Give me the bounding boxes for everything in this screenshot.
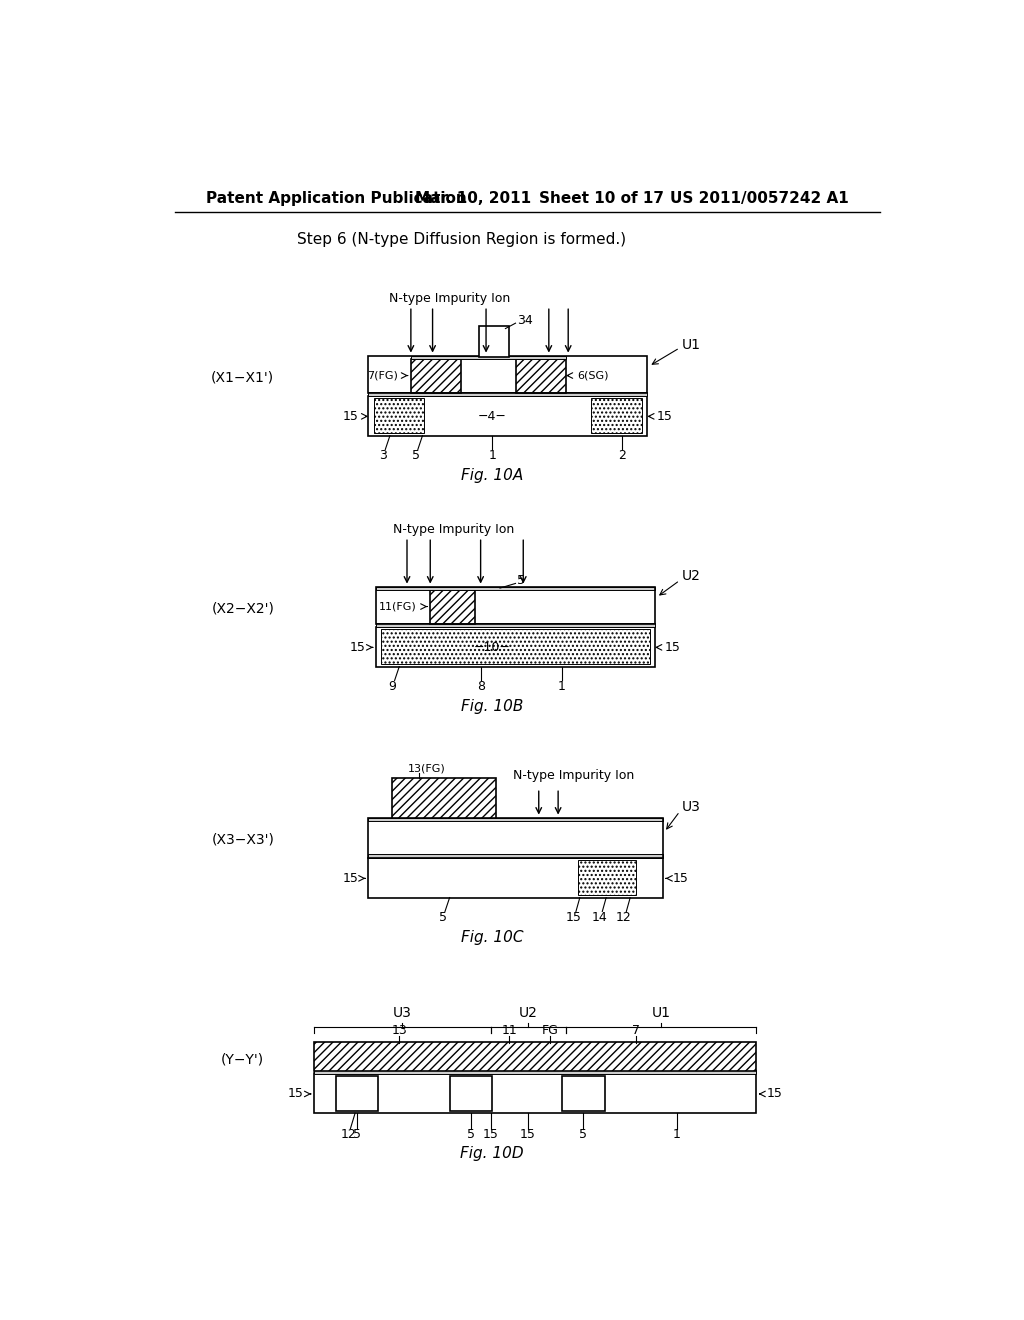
Bar bbox=[314, 1043, 756, 1071]
Text: 15: 15 bbox=[565, 911, 582, 924]
Text: US 2011/0057242 A1: US 2011/0057242 A1 bbox=[671, 191, 849, 206]
Text: 15: 15 bbox=[350, 640, 366, 653]
Bar bbox=[391, 779, 496, 818]
Text: 6(SG): 6(SG) bbox=[578, 371, 609, 380]
Bar bbox=[381, 628, 649, 664]
Text: 15: 15 bbox=[342, 871, 358, 884]
Bar bbox=[369, 355, 647, 393]
Text: Patent Application Publication: Patent Application Publication bbox=[206, 191, 466, 206]
Bar bbox=[430, 590, 475, 624]
Bar bbox=[369, 396, 647, 436]
Bar bbox=[479, 326, 509, 358]
Bar bbox=[411, 355, 566, 359]
Bar bbox=[592, 397, 642, 433]
Text: 12: 12 bbox=[616, 911, 632, 924]
Text: N-type Impurity Ion: N-type Impurity Ion bbox=[513, 770, 634, 783]
Text: 15: 15 bbox=[343, 409, 359, 422]
Text: Mar. 10, 2011: Mar. 10, 2011 bbox=[415, 191, 530, 206]
Text: FG: FG bbox=[542, 1024, 559, 1038]
Text: 8: 8 bbox=[476, 680, 484, 693]
Text: N-type Impurity Ion: N-type Impurity Ion bbox=[389, 292, 510, 305]
Text: 13(FG): 13(FG) bbox=[408, 763, 445, 774]
Text: 5: 5 bbox=[467, 1129, 475, 1142]
Bar bbox=[374, 397, 424, 433]
Text: 12: 12 bbox=[340, 1129, 356, 1142]
Bar bbox=[411, 359, 461, 393]
Text: U1: U1 bbox=[651, 1006, 671, 1020]
Text: 11(FG): 11(FG) bbox=[379, 602, 417, 611]
Bar bbox=[369, 817, 663, 858]
Text: Fig. 10B: Fig. 10B bbox=[461, 700, 523, 714]
Text: (X1−X1'): (X1−X1') bbox=[211, 371, 274, 385]
Text: 15: 15 bbox=[665, 640, 680, 653]
Text: (X3−X3'): (X3−X3') bbox=[211, 833, 274, 847]
Text: −4−: −4− bbox=[478, 409, 507, 422]
Text: 15: 15 bbox=[673, 871, 689, 884]
Text: 11: 11 bbox=[502, 1024, 517, 1038]
Text: U2: U2 bbox=[519, 1006, 538, 1020]
Text: 5: 5 bbox=[353, 1129, 361, 1142]
Text: 15: 15 bbox=[520, 1129, 536, 1142]
Text: Fig. 10C: Fig. 10C bbox=[461, 931, 523, 945]
Bar bbox=[515, 359, 566, 393]
Text: 7(FG): 7(FG) bbox=[367, 371, 397, 380]
Text: −10−: −10− bbox=[474, 640, 511, 653]
Text: Step 6 (N-type Diffusion Region is formed.): Step 6 (N-type Diffusion Region is forme… bbox=[297, 232, 626, 247]
Bar bbox=[376, 627, 655, 667]
Bar bbox=[336, 1076, 378, 1111]
Text: 5: 5 bbox=[579, 1129, 587, 1142]
Bar bbox=[376, 623, 655, 627]
Bar bbox=[376, 586, 655, 624]
Text: (Y−Y'): (Y−Y') bbox=[221, 1052, 264, 1067]
Text: 7: 7 bbox=[632, 1024, 640, 1038]
Text: 9: 9 bbox=[388, 680, 396, 693]
Bar bbox=[369, 392, 647, 396]
Text: 13: 13 bbox=[391, 1024, 408, 1038]
Text: U1: U1 bbox=[682, 338, 701, 351]
Text: 15: 15 bbox=[288, 1088, 304, 1101]
Text: 1: 1 bbox=[488, 449, 497, 462]
Text: 1: 1 bbox=[673, 1129, 681, 1142]
Text: (X2−X2'): (X2−X2') bbox=[211, 602, 274, 616]
Text: U3: U3 bbox=[682, 800, 701, 813]
Text: 5: 5 bbox=[438, 911, 446, 924]
Text: Fig. 10A: Fig. 10A bbox=[461, 469, 523, 483]
Bar bbox=[369, 858, 663, 898]
Text: 1: 1 bbox=[558, 680, 566, 693]
Text: Fig. 10D: Fig. 10D bbox=[461, 1146, 524, 1160]
Bar bbox=[562, 1076, 604, 1111]
Text: N-type Impurity Ion: N-type Impurity Ion bbox=[393, 523, 514, 536]
Text: U2: U2 bbox=[682, 569, 701, 582]
Text: 3: 3 bbox=[379, 449, 387, 462]
Text: 5: 5 bbox=[517, 574, 525, 587]
Text: 15: 15 bbox=[482, 1129, 499, 1142]
Text: 14: 14 bbox=[592, 911, 608, 924]
Bar bbox=[314, 1071, 756, 1074]
Bar bbox=[450, 1076, 493, 1111]
Bar bbox=[578, 859, 636, 895]
Bar bbox=[369, 817, 663, 821]
Text: U3: U3 bbox=[393, 1006, 412, 1020]
Text: 15: 15 bbox=[767, 1088, 782, 1101]
Bar bbox=[376, 586, 655, 590]
Text: 34: 34 bbox=[517, 314, 532, 326]
Text: Sheet 10 of 17: Sheet 10 of 17 bbox=[539, 191, 664, 206]
Bar bbox=[369, 854, 663, 858]
Text: 2: 2 bbox=[618, 449, 627, 462]
Text: 5: 5 bbox=[412, 449, 420, 462]
Text: 15: 15 bbox=[656, 409, 673, 422]
Bar bbox=[314, 1073, 756, 1113]
